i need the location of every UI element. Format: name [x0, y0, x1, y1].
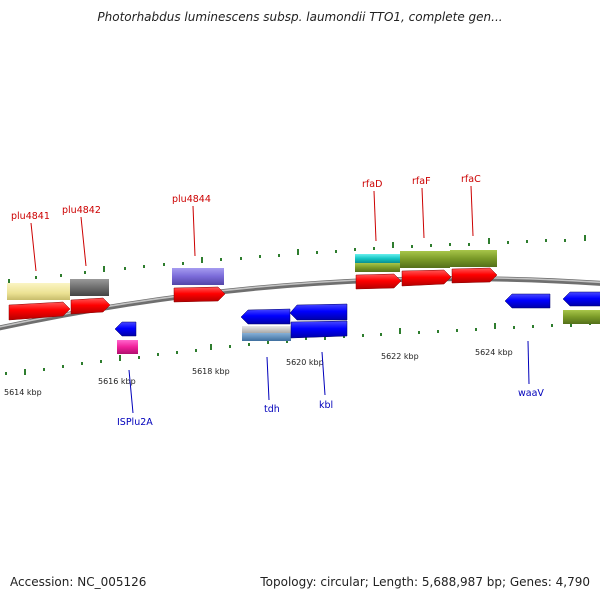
category-block[interactable]	[7, 283, 70, 300]
category-block[interactable]	[563, 310, 600, 324]
reverse-category-track	[117, 310, 600, 354]
reverse-label-leaders	[128, 340, 530, 414]
reverse-gene-arrow[interactable]	[240, 308, 291, 325]
gene-label-plu4842[interactable]: plu4842	[62, 205, 101, 216]
reverse-gene-track	[114, 291, 600, 339]
gene-label-waaV[interactable]: waaV	[518, 388, 544, 399]
forward-gene-arrow[interactable]	[8, 301, 71, 321]
category-block[interactable]	[355, 254, 400, 263]
map-title: Photorhabdus luminescens subsp. laumondi…	[97, 10, 503, 24]
gene-label-tdh[interactable]: tdh	[264, 404, 280, 415]
gene-label-rfaD[interactable]: rfaD	[362, 179, 382, 190]
forward-gene-arrow[interactable]	[401, 269, 452, 287]
gene-label-ISPlu2A[interactable]: ISPlu2A	[117, 417, 153, 428]
forward-gene-arrow[interactable]	[173, 286, 226, 303]
gene-label-plu4844[interactable]: plu4844	[172, 194, 211, 205]
reverse-gene-arrow[interactable]	[290, 320, 348, 339]
reverse-gene-arrow[interactable]	[114, 321, 137, 337]
reverse-gene-arrow[interactable]	[504, 293, 551, 309]
forward-category-track	[7, 250, 497, 300]
forward-gene-track	[8, 267, 498, 321]
tick-label: 5624 kbp	[475, 348, 513, 357]
gene-label-kbl[interactable]: kbl	[319, 400, 333, 411]
category-block[interactable]	[450, 250, 497, 267]
category-block[interactable]	[172, 268, 224, 285]
tick-label: 5614 kbp	[4, 388, 42, 397]
tick-label: 5622 kbp	[381, 352, 419, 361]
category-block[interactable]	[242, 326, 291, 333]
gene-label-rfaF[interactable]: rfaF	[412, 176, 431, 187]
tick-label: 5616 kbp	[98, 377, 136, 386]
reverse-gene-arrow[interactable]	[562, 291, 600, 307]
genome-summary-text: Topology: circular; Length: 5,688,987 bp…	[260, 575, 590, 589]
forward-gene-arrow[interactable]	[355, 273, 402, 290]
forward-label-leaders	[30, 185, 474, 272]
forward-gene-arrow[interactable]	[70, 297, 111, 315]
category-block[interactable]	[355, 263, 400, 272]
tick-label: 5620 kbp	[286, 358, 324, 367]
gene-label-rfaC[interactable]: rfaC	[461, 174, 481, 185]
forward-tick-track	[8, 235, 586, 285]
reverse-gene-arrow[interactable]	[289, 303, 348, 321]
tick-label: 5618 kbp	[192, 367, 230, 376]
gene-label-plu4841[interactable]: plu4841	[11, 211, 50, 222]
category-block[interactable]	[70, 279, 109, 296]
category-block[interactable]	[400, 251, 450, 268]
category-block[interactable]	[117, 340, 138, 354]
accession-text: Accession: NC_005126	[10, 575, 147, 589]
category-block[interactable]	[242, 333, 291, 341]
forward-gene-arrow[interactable]	[451, 267, 498, 284]
